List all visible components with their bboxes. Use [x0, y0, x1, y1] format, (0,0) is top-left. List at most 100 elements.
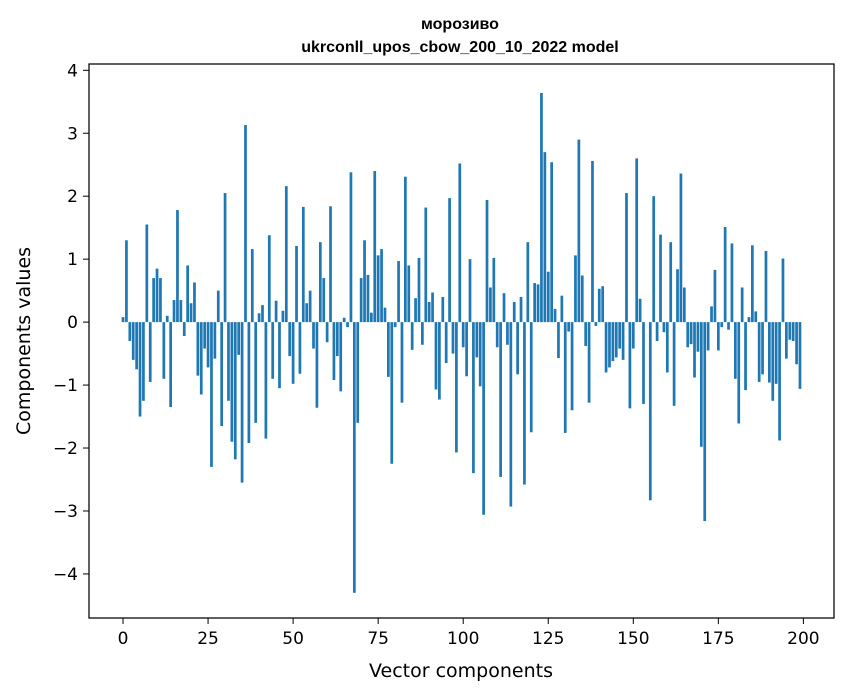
bar: [203, 322, 207, 349]
bar: [478, 322, 482, 387]
bar: [128, 322, 132, 341]
bar: [574, 255, 577, 323]
bar: [757, 322, 761, 382]
bar: [125, 240, 128, 323]
bar: [189, 303, 193, 323]
bar: [342, 317, 346, 323]
bar: [274, 300, 278, 323]
bar: [223, 193, 227, 323]
bar: [233, 322, 237, 460]
bar: [332, 322, 336, 381]
bar: [744, 322, 747, 391]
bar: [751, 245, 754, 323]
bar: [165, 315, 169, 323]
bar: [638, 298, 642, 323]
bar: [172, 300, 176, 323]
bar: [369, 312, 373, 323]
bar: [492, 257, 496, 323]
bar: [131, 322, 135, 360]
bar: [230, 322, 234, 442]
bar: [774, 322, 778, 384]
bar: [376, 255, 380, 323]
bar: [380, 249, 383, 323]
bar: [318, 242, 322, 323]
bar: [159, 278, 162, 323]
bar: [696, 322, 700, 352]
bar: [308, 290, 312, 323]
bar: [390, 322, 394, 464]
bar: [182, 322, 186, 336]
bar: [499, 322, 502, 477]
bar: [550, 162, 554, 323]
bar: [591, 160, 594, 323]
bar: [771, 322, 775, 401]
bar: [594, 322, 598, 326]
bar: [363, 240, 366, 323]
bar: [414, 298, 417, 323]
bar: [468, 259, 472, 323]
chart-subtitle: ukrconll_upos_cbow_200_10_2022 model: [301, 39, 618, 56]
bar: [407, 265, 411, 323]
bar: [703, 322, 707, 522]
bar: [213, 322, 217, 359]
bar: [563, 322, 567, 433]
bar: [676, 269, 679, 323]
bar: [301, 206, 305, 323]
bar: [441, 296, 445, 323]
bar: [421, 322, 424, 345]
bar: [625, 193, 628, 323]
bar: [502, 293, 506, 323]
bar: [543, 152, 547, 323]
bar: [325, 322, 329, 343]
bar: [516, 322, 519, 375]
bar: [444, 322, 448, 364]
bar: [329, 206, 332, 323]
bar: [560, 295, 564, 323]
bar: [267, 235, 271, 323]
x-tick-label: 150: [617, 629, 649, 649]
bar: [295, 245, 298, 323]
x-axis-ticks: 0 25 50 75 100 125 150 175 200: [118, 618, 820, 649]
bar: [659, 234, 662, 323]
bar: [349, 172, 353, 323]
x-tick-label: 25: [197, 629, 219, 649]
bar: [740, 287, 744, 323]
bar: [611, 322, 615, 362]
bar: [567, 322, 571, 332]
bar: [448, 198, 451, 323]
bar: [778, 322, 781, 441]
bar: [356, 322, 360, 423]
bar: [679, 173, 683, 323]
chart-title: морозиво: [421, 16, 499, 33]
bar: [373, 171, 377, 323]
bar: [693, 322, 696, 378]
bar: [404, 176, 407, 323]
bar: [519, 296, 523, 323]
bar: [472, 322, 475, 474]
x-tick-label: 125: [532, 629, 564, 649]
bar: [608, 322, 611, 368]
bar: [509, 322, 513, 507]
bar: [533, 283, 536, 323]
bar: [489, 287, 492, 323]
bar: [352, 322, 356, 593]
bar: [798, 322, 802, 389]
bar: [138, 322, 142, 417]
bar: [145, 224, 149, 323]
bar: [461, 322, 465, 348]
bar: [621, 322, 625, 360]
bar: [529, 322, 533, 433]
bar: [785, 322, 788, 359]
x-tick-label: 200: [787, 629, 819, 649]
bar: [210, 322, 213, 467]
bar: [121, 317, 125, 323]
bar: [768, 322, 771, 383]
bar: [672, 322, 676, 406]
bar: [618, 322, 622, 349]
bar: [397, 261, 400, 323]
bar: [335, 322, 339, 357]
bar: [359, 278, 363, 323]
y-tick-label: −2: [53, 439, 78, 459]
bar: [284, 186, 288, 323]
